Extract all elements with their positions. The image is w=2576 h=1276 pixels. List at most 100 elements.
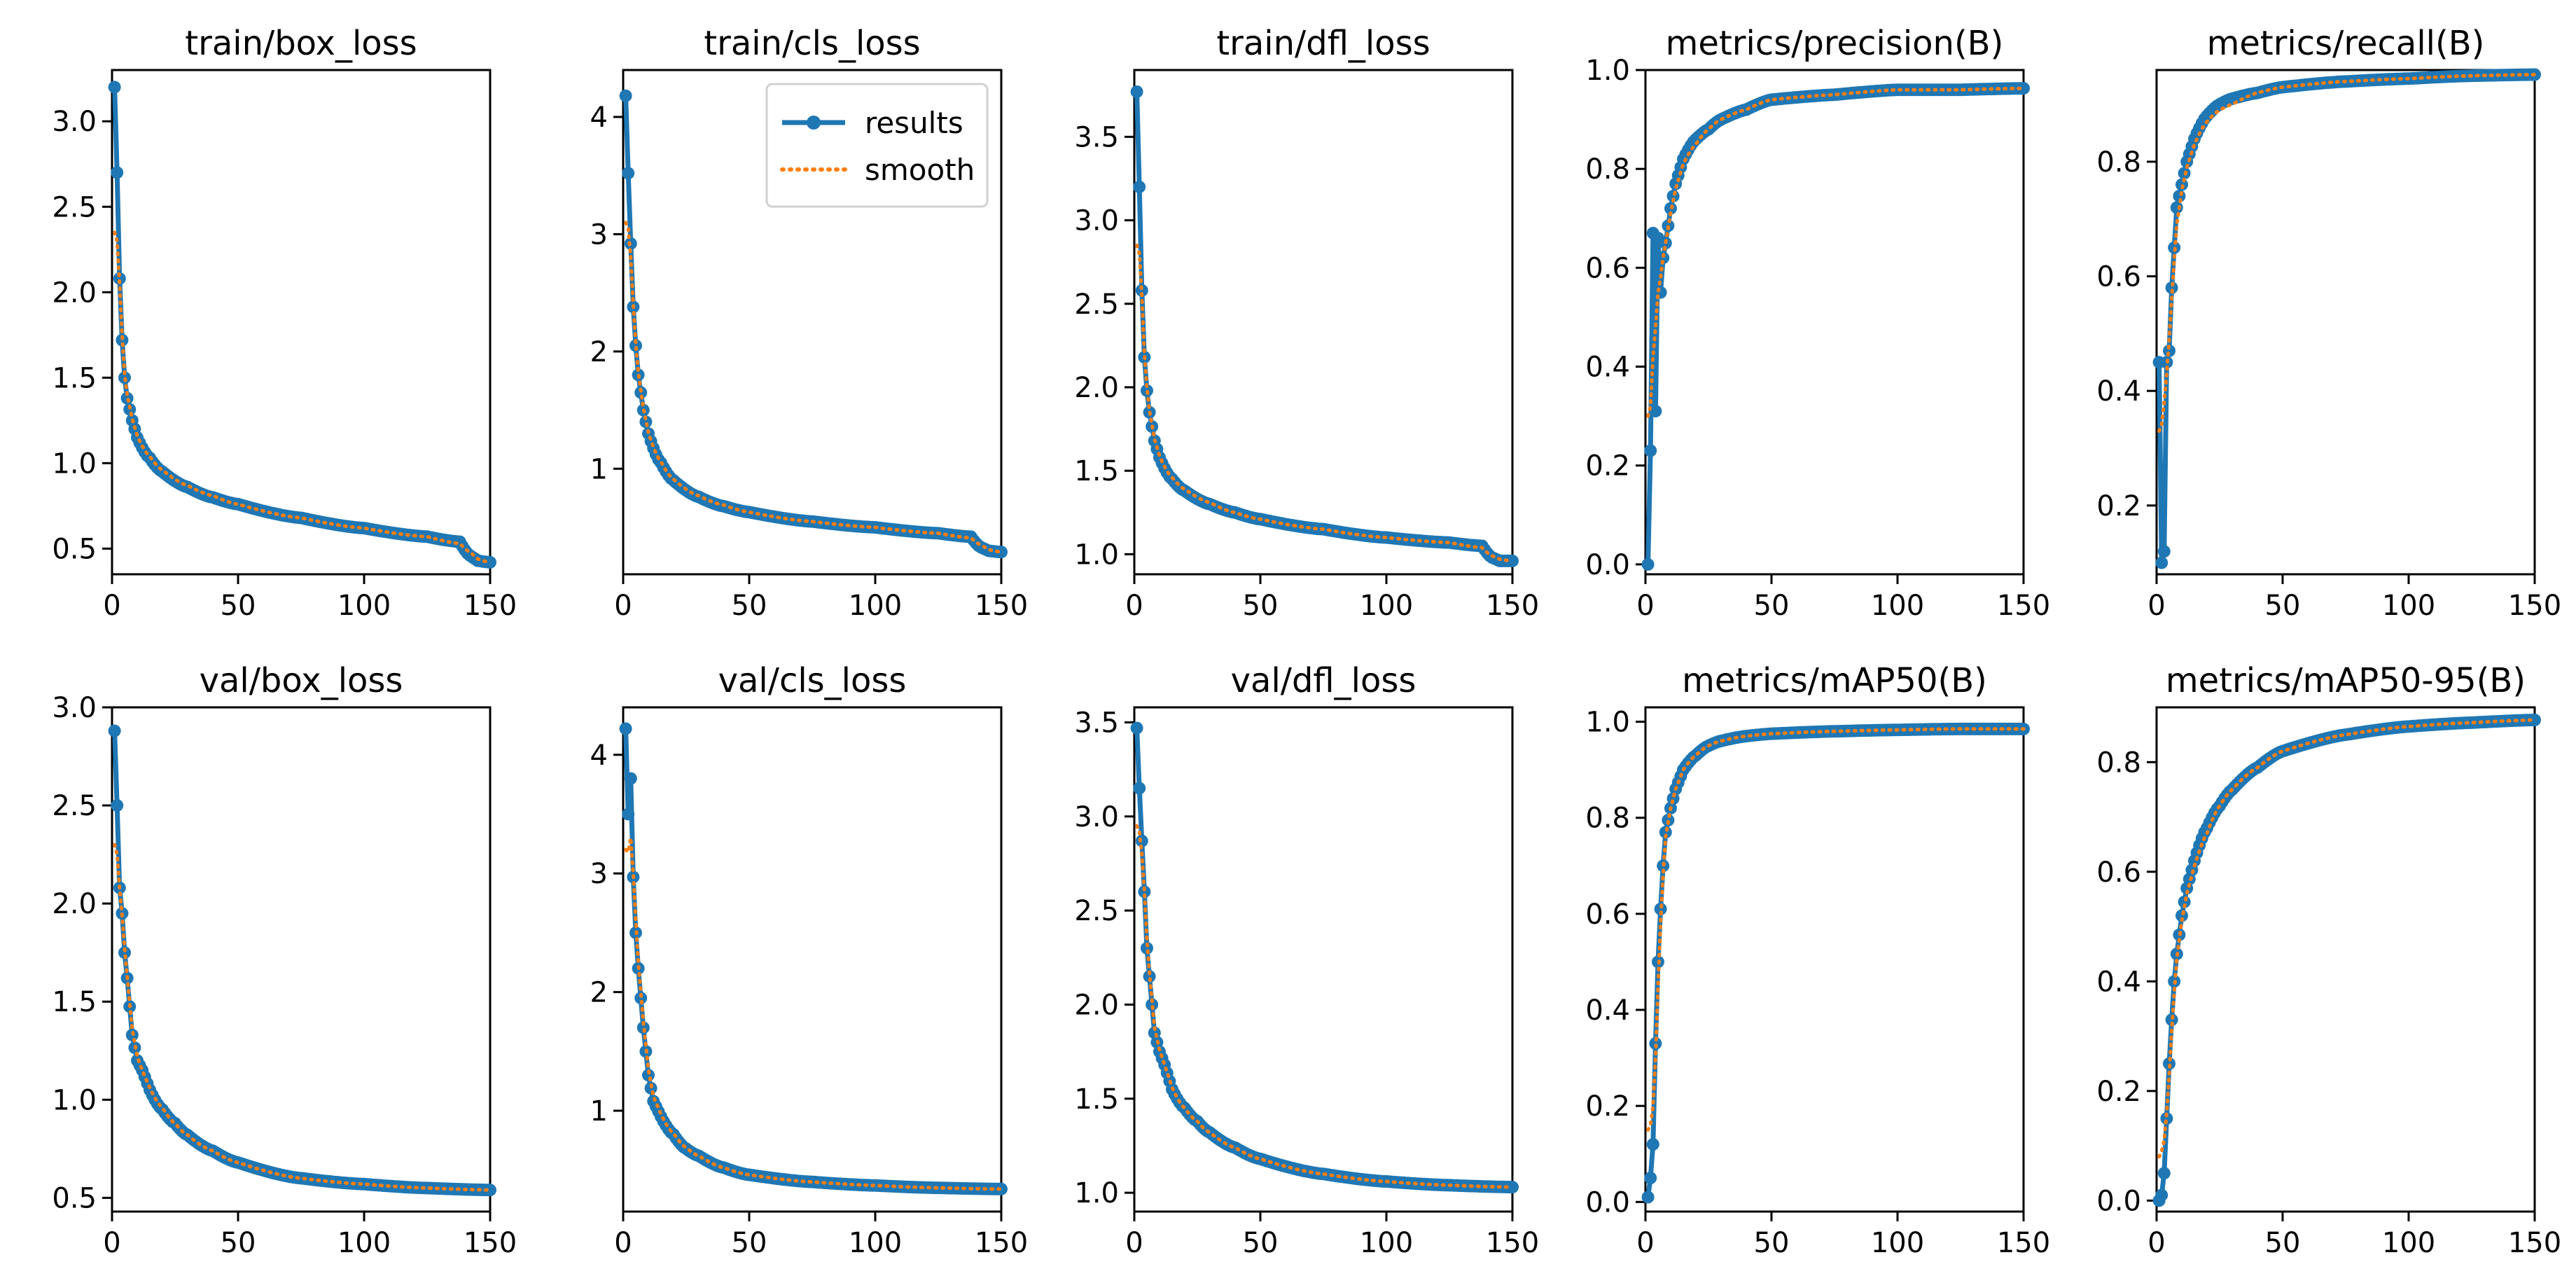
data-point-results — [1666, 792, 1680, 805]
y-tick-label: 2.0 — [1074, 372, 1119, 404]
y-tick-label: 2.5 — [1074, 895, 1119, 927]
x-tick-label: 50 — [1243, 1227, 1279, 1259]
x-tick-label: 150 — [464, 1227, 517, 1259]
y-tick-label: 2.0 — [1074, 989, 1119, 1021]
x-tick-label: 100 — [337, 590, 391, 622]
data-point-results — [108, 724, 121, 737]
x-tick-label: 0 — [103, 1227, 120, 1259]
chart-val-box-loss: val/box_loss 0 50 100 150 0.5 1.0 1.5 2.0 2.5 3.0 — [52, 661, 517, 1259]
y-tick-label: 2 — [590, 977, 608, 1009]
x-tick-label: 0 — [614, 1227, 632, 1259]
y-tick-label: 0.0 — [1585, 549, 1630, 581]
y-tick-label: 1.0 — [1585, 707, 1630, 739]
y-tick-label: 3.0 — [1074, 801, 1119, 833]
x-tick-label: 50 — [732, 1227, 767, 1259]
data-point-results — [619, 722, 632, 735]
chart-title: metrics/mAP50-95(B) — [2166, 661, 2526, 700]
x-tick-label: 50 — [221, 590, 256, 622]
data-point-results — [111, 799, 124, 812]
y-tick-label: 1.0 — [1585, 55, 1630, 87]
chart-title: val/cls_loss — [718, 661, 907, 700]
y-tick-label: 2.0 — [52, 888, 97, 920]
x-tick-label: 150 — [2508, 590, 2561, 622]
y-tick-label: 0.2 — [1585, 1090, 1630, 1123]
y-tick-label: 4 — [590, 740, 608, 772]
series-line-smooth — [113, 230, 492, 564]
y-tick-label: 4 — [590, 102, 608, 134]
x-tick-label: 150 — [464, 590, 517, 622]
x-tick-label: 100 — [2382, 590, 2435, 622]
x-tick-label: 100 — [337, 1227, 391, 1259]
y-tick-label: 2.5 — [52, 790, 97, 822]
data-point-results — [1143, 970, 1156, 983]
data-point-results — [2155, 1188, 2168, 1202]
y-tick-label: 1.0 — [1074, 539, 1119, 571]
y-tick-label: 2 — [590, 336, 608, 368]
data-point-results — [484, 1184, 496, 1197]
data-point-results — [2163, 344, 2175, 357]
x-tick-label: 150 — [975, 590, 1028, 622]
y-tick-label: 3.5 — [1074, 707, 1119, 739]
data-point-results — [622, 807, 635, 821]
y-tick-label: 0.2 — [1585, 450, 1630, 483]
x-tick-label: 150 — [1997, 590, 2050, 622]
data-point-results — [1141, 941, 1153, 955]
data-point-results — [2157, 545, 2171, 558]
chart-title: val/dfl_loss — [1231, 661, 1416, 700]
y-tick-label: 0.6 — [1585, 252, 1630, 284]
chart-metrics-map50-b: metrics/mAP50(B) 0 50 100 150 0.0 0.2 0.4 0.6 0.8… — [1585, 661, 2050, 1259]
axes-frame — [2155, 69, 2536, 576]
y-tick-label: 0.4 — [2096, 375, 2141, 408]
data-point-results — [111, 166, 124, 179]
axes-frame — [1644, 69, 2025, 576]
y-tick-label: 0.2 — [2096, 490, 2141, 522]
axes-frame — [111, 706, 492, 1213]
axes-frame — [1133, 706, 1514, 1213]
y-tick-label: 0.4 — [1585, 352, 1630, 384]
x-tick-label: 100 — [849, 1227, 902, 1259]
x-tick-label: 100 — [1871, 1227, 1924, 1259]
x-tick-label: 0 — [1636, 1227, 1654, 1259]
x-tick-label: 0 — [1125, 590, 1143, 622]
data-point-results — [1649, 405, 1662, 418]
data-point-results — [622, 167, 635, 180]
chart-title: train/cls_loss — [704, 24, 920, 63]
data-point-results — [1130, 85, 1143, 98]
axes-frame — [622, 706, 1003, 1213]
series-line-smooth — [2157, 73, 2537, 433]
chart-title: metrics/recall(B) — [2207, 24, 2485, 63]
y-tick-label: 3.5 — [1074, 121, 1119, 153]
data-point-results — [2170, 201, 2183, 214]
x-tick-label: 50 — [2265, 590, 2301, 622]
data-point-results — [1146, 998, 1159, 1011]
x-tick-label: 150 — [2508, 1227, 2561, 1259]
chart-metrics-precision-b: metrics/precision(B) 0 50 100 150 0.0 0.2 0.4 0.… — [1585, 24, 2050, 622]
data-point-results — [1133, 180, 1146, 193]
data-point-results — [2528, 714, 2541, 726]
y-tick-label: 0.4 — [1585, 994, 1630, 1027]
y-tick-label: 0.6 — [2096, 857, 2141, 889]
y-tick-label: 2.0 — [52, 277, 97, 309]
legend-marker-results — [807, 116, 821, 130]
data-point-results — [1646, 1138, 1659, 1151]
data-point-results — [2017, 82, 2030, 95]
series-line-smooth — [1135, 243, 1515, 563]
x-tick-label: 100 — [1360, 1227, 1413, 1259]
data-point-results — [995, 546, 1008, 559]
series-line-smooth — [113, 842, 492, 1192]
axes-frame — [1644, 706, 2025, 1213]
y-tick-label: 1.5 — [1074, 1083, 1119, 1116]
y-tick-label: 0.5 — [52, 1182, 97, 1214]
x-tick-label: 50 — [2265, 1227, 2301, 1259]
y-tick-label: 3.0 — [1074, 205, 1119, 237]
x-tick-label: 50 — [1754, 590, 1790, 622]
data-point-results — [118, 946, 131, 959]
y-tick-label: 0.2 — [2096, 1076, 2141, 1108]
y-tick-label: 0.8 — [1585, 153, 1630, 186]
x-tick-label: 50 — [1754, 1227, 1790, 1259]
y-tick-label: 0.4 — [2096, 966, 2141, 998]
data-point-results — [2157, 1167, 2171, 1180]
series-line-smooth — [1646, 86, 2026, 418]
legend-box — [765, 83, 989, 208]
legend-label-smooth: smooth — [865, 153, 975, 187]
